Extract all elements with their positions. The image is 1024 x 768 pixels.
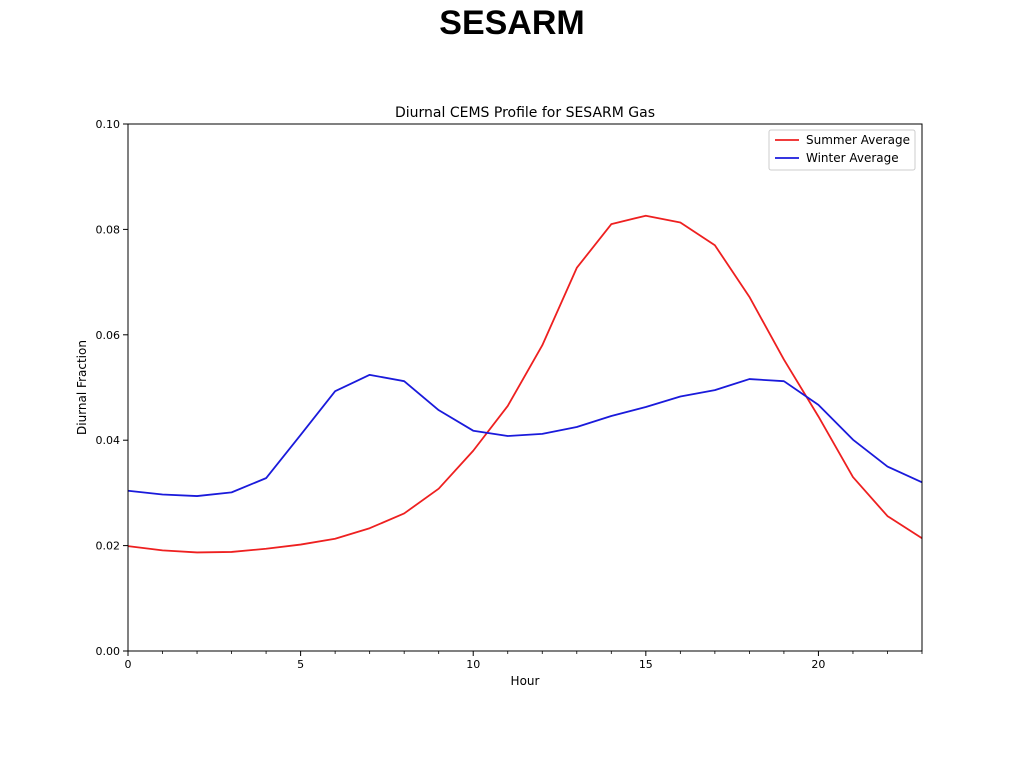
x-tick-label: 15 xyxy=(639,658,653,671)
x-axis-label: Hour xyxy=(511,674,540,688)
y-axis: 0.00 0.02 0.04 0.06 0.08 0.10 xyxy=(96,118,128,658)
legend-label-0: Summer Average xyxy=(806,133,910,147)
legend: Summer Average Winter Average xyxy=(768,129,916,171)
y-tick-label: 0.10 xyxy=(96,118,121,131)
series-line-1 xyxy=(127,373,923,497)
chart-title: Diurnal CEMS Profile for SESARM Gas xyxy=(395,105,655,121)
y-tick-label: 0.02 xyxy=(96,540,121,553)
x-tick-label: 0 xyxy=(125,658,132,671)
y-axis-label: Diurnal Fraction xyxy=(75,340,89,435)
x-axis: 0 5 10 15 20 xyxy=(125,651,923,671)
y-tick-label: 0.08 xyxy=(96,223,121,236)
series-layer xyxy=(127,214,923,554)
y-tick-label: 0.00 xyxy=(96,645,121,658)
x-tick-label: 5 xyxy=(297,658,304,671)
series-line-0 xyxy=(127,214,923,554)
y-tick-label: 0.04 xyxy=(96,434,121,447)
legend-box xyxy=(768,129,916,171)
x-tick-label: 20 xyxy=(811,658,825,671)
y-tick-label: 0.06 xyxy=(96,329,121,342)
legend-label-1: Winter Average xyxy=(806,151,899,165)
slide-title: SESARM xyxy=(439,4,585,42)
plot-frame xyxy=(127,123,923,652)
x-tick-label: 10 xyxy=(466,658,480,671)
